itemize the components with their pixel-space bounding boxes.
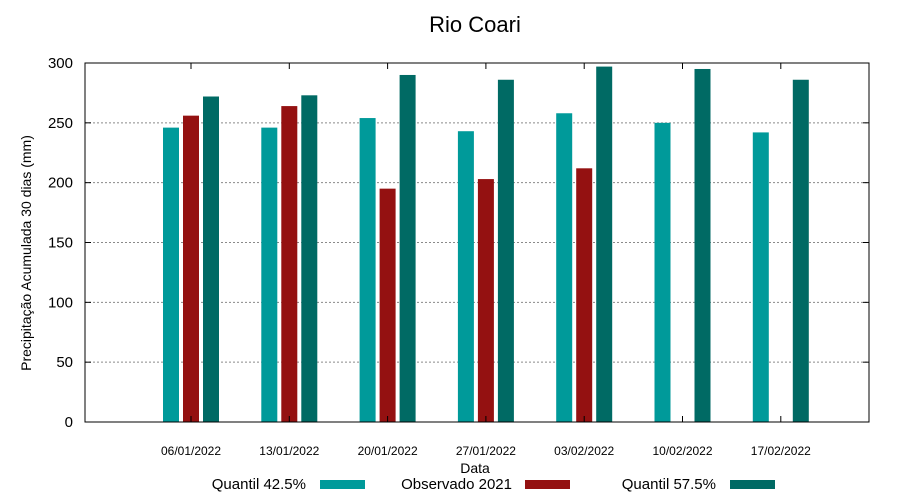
bar-q575 — [792, 79, 809, 423]
legend-swatch — [730, 480, 775, 489]
y-axis-label: Precipitação Acumulada 30 dias (mm) — [18, 135, 34, 371]
bar-observado — [183, 115, 199, 423]
y-tick-label: 50 — [56, 354, 73, 371]
y-tick-label: 150 — [48, 235, 73, 252]
bar-q575 — [596, 66, 613, 422]
x-tick-label: 13/01/2022 — [259, 444, 319, 458]
bar-q425 — [261, 127, 278, 423]
grid-lines — [85, 122, 869, 363]
bar-observado — [477, 179, 494, 422]
plot-frame — [84, 62, 870, 423]
x-tick-label: 17/02/2022 — [751, 444, 811, 458]
axis-ticks: 0 50 100 150 200 250 300 06/01/2022 13/01/2022 20… — [48, 55, 869, 458]
bar-q575 — [399, 74, 416, 422]
bar-observado — [281, 106, 298, 422]
y-tick-label: 300 — [48, 55, 73, 72]
bar-q425 — [359, 118, 376, 423]
legend-label: Observado 2021 — [401, 476, 512, 493]
legend-label: Quantil 42.5% — [212, 476, 306, 493]
legend-label: Quantil 57.5% — [622, 476, 716, 493]
bar-q575 — [497, 79, 514, 423]
bars — [163, 66, 809, 423]
y-tick-label: 200 — [48, 175, 73, 192]
bar-observado — [379, 188, 396, 422]
y-tick-label: 0 — [65, 414, 73, 431]
bar-q425 — [457, 131, 474, 422]
bar-q575 — [301, 95, 318, 422]
x-axis-label: Data — [460, 460, 490, 476]
y-tick-label: 100 — [48, 294, 73, 311]
bar-q575 — [694, 68, 711, 422]
x-tick-label: 20/01/2022 — [358, 444, 418, 458]
bar-observado — [576, 168, 593, 422]
legend-swatch — [525, 480, 570, 489]
x-tick-label: 03/02/2022 — [554, 444, 614, 458]
x-tick-label: 10/02/2022 — [652, 444, 712, 458]
bar-q575 — [203, 96, 219, 423]
x-tick-label: 27/01/2022 — [456, 444, 516, 458]
bar-q425 — [752, 132, 769, 422]
legend: Quantil 42.5% Observado 2021 Quantil 57.5% — [212, 476, 775, 493]
x-tick-label: 06/01/2022 — [161, 444, 221, 458]
chart-title: Rio Coari — [429, 12, 521, 37]
bar-q425 — [654, 122, 671, 422]
y-tick-label: 250 — [48, 115, 73, 132]
legend-swatch — [320, 480, 365, 489]
bar-q425 — [163, 127, 179, 423]
bar-q425 — [556, 113, 573, 422]
